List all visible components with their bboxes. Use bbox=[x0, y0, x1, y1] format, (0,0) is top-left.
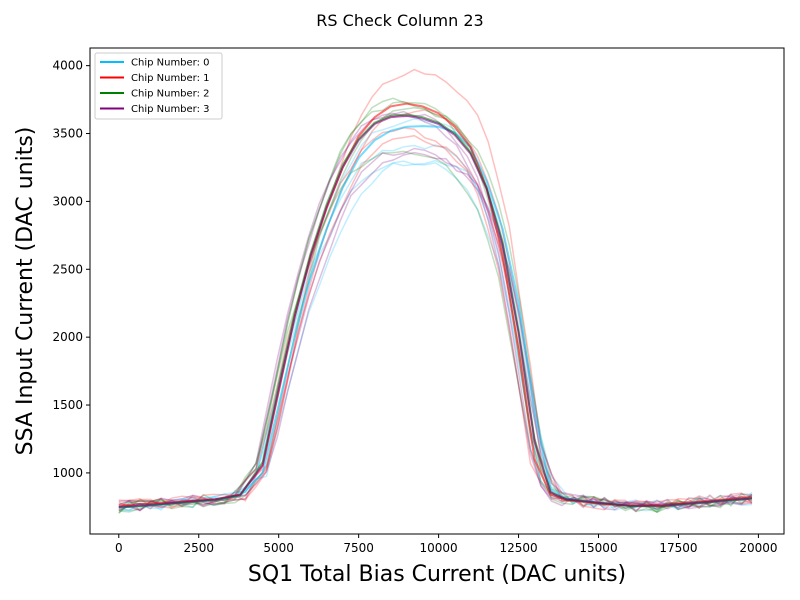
y-tick-label: 4000 bbox=[52, 59, 83, 73]
x-tick-label: 7500 bbox=[343, 541, 374, 555]
y-tick-label: 3000 bbox=[52, 194, 83, 208]
legend-label: Chip Number: 2 bbox=[131, 89, 210, 100]
legend-label: Chip Number: 3 bbox=[131, 104, 210, 115]
y-tick-label: 2000 bbox=[52, 330, 83, 344]
y-axis-label: SSA Input Current (DAC units) bbox=[13, 127, 38, 456]
faint-trace bbox=[118, 106, 753, 513]
y-tick-label: 2500 bbox=[52, 262, 83, 276]
faint-trace bbox=[118, 160, 753, 512]
series-layer bbox=[118, 102, 753, 509]
y-tick-label: 3500 bbox=[52, 127, 83, 141]
y-ticks: 1000 1500 2000 2500 3000 3500 4000 bbox=[52, 59, 90, 480]
x-tick-label: 2500 bbox=[183, 541, 214, 555]
faint-trace bbox=[118, 159, 753, 512]
faint-trace bbox=[118, 144, 753, 512]
legend-label: Chip Number: 1 bbox=[131, 73, 210, 84]
x-tick-label: 15000 bbox=[579, 541, 617, 555]
y-tick-label: 1000 bbox=[52, 466, 83, 480]
x-ticks: 0 2500 5000 7500 10000 12500 15000 17500 20000 bbox=[115, 534, 778, 555]
chart-title: RS Check Column 23 bbox=[316, 11, 483, 30]
x-tick-label: 20000 bbox=[739, 541, 777, 555]
legend: Chip Number: 0 Chip Number: 1 Chip Number:… bbox=[94, 52, 223, 120]
faint-trace bbox=[118, 127, 753, 510]
legend-label: Chip Number: 0 bbox=[131, 58, 210, 69]
x-tick-label: 17500 bbox=[659, 541, 697, 555]
faint-trace bbox=[118, 97, 753, 514]
x-axis-label: SQ1 Total Bias Current (DAC units) bbox=[248, 562, 626, 587]
plot-frame bbox=[89, 47, 785, 535]
series-line bbox=[118, 114, 753, 508]
x-tick-label: 0 bbox=[115, 541, 123, 555]
x-tick-label: 12500 bbox=[499, 541, 537, 555]
x-tick-label: 10000 bbox=[420, 541, 458, 555]
faint-trace bbox=[118, 68, 753, 512]
y-tick-label: 1500 bbox=[52, 398, 83, 412]
x-tick-label: 5000 bbox=[263, 541, 294, 555]
legend-box bbox=[94, 52, 223, 120]
